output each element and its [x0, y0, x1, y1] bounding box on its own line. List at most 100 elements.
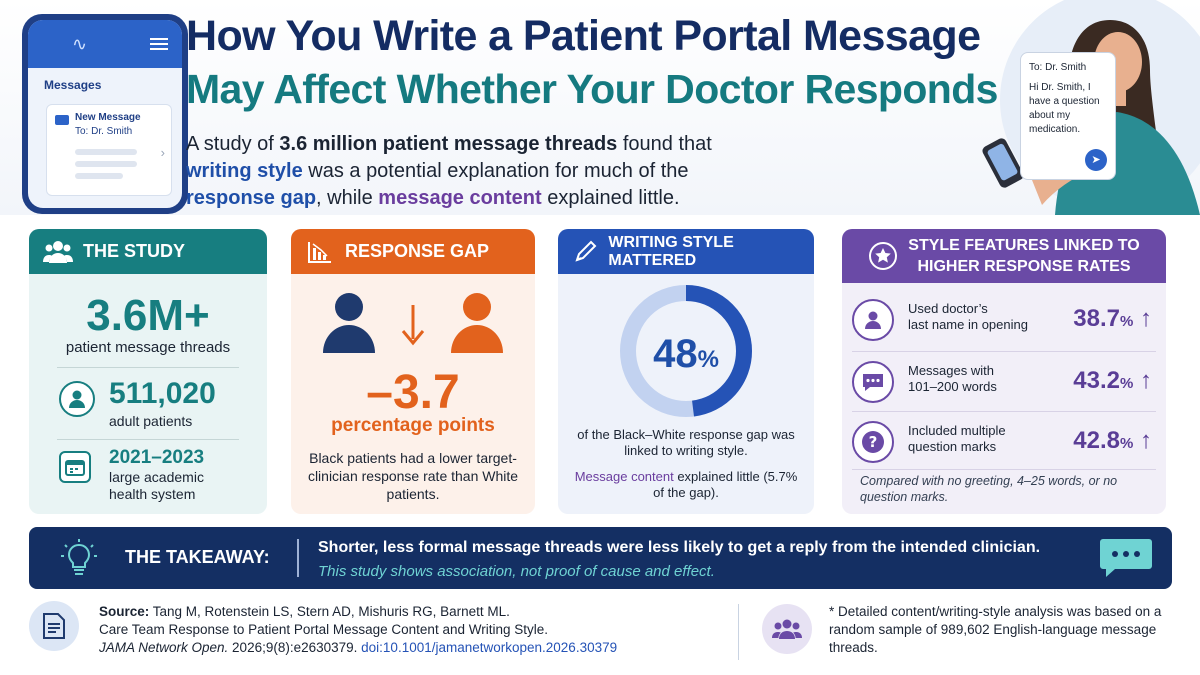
phone-illustration: ∿ Messages New Message To: Dr. Smith ›	[22, 14, 188, 214]
feature-value-number: 43.2	[1073, 367, 1120, 394]
years-label-1: large academic	[109, 469, 204, 485]
feature-label: Used doctor’s last name in opening	[908, 301, 1028, 333]
page-title-line-2: May Affect Whether Your Doctor Responds	[186, 66, 998, 112]
menu-icon	[150, 38, 168, 50]
feature-value-unit: %	[1119, 435, 1134, 452]
lightbulb-icon	[61, 539, 97, 575]
speech-bubble-icon	[1100, 539, 1152, 577]
arrow-up-icon: ↑	[1140, 427, 1152, 454]
intro-text: A study of 3.6 million patient message t…	[186, 131, 886, 212]
style-percent: 48%	[558, 332, 814, 377]
takeaway-banner: THE TAKEAWAY: Shorter, less formal messa…	[29, 527, 1172, 589]
people-icon	[43, 237, 73, 267]
text-line	[75, 161, 137, 167]
source-title: Care Team Response to Patient Portal Mes…	[99, 622, 548, 637]
feature-label-line: question marks	[908, 439, 997, 454]
heartbeat-icon: ∿	[72, 33, 88, 54]
feature-row-question-marks: ? Included multiple question marks 42.8% …	[852, 413, 1156, 471]
intro-highlight-gap: response gap	[186, 187, 317, 209]
arrow-up-icon: ↑	[1140, 305, 1152, 332]
phone-screen: ∿ Messages New Message To: Dr. Smith ›	[28, 20, 182, 208]
feature-value: 42.8% ↑	[1073, 427, 1152, 455]
feature-value: 43.2% ↑	[1073, 367, 1152, 395]
takeaway-label: THE TAKEAWAY:	[125, 547, 270, 567]
feature-value-number: 42.8	[1073, 427, 1120, 454]
text-line	[75, 149, 137, 155]
divider	[57, 439, 239, 440]
person-icon	[852, 299, 894, 341]
intro-highlight-content: message content	[378, 187, 542, 209]
feature-row-word-count: Messages with 101–200 words 43.2% ↑	[852, 353, 1156, 411]
takeaway-main: Shorter, less formal message threads wer…	[318, 539, 1041, 556]
patient-icon	[59, 381, 95, 417]
divider	[852, 469, 1156, 470]
divider	[57, 367, 239, 368]
gap-unit: percentage points	[331, 415, 495, 436]
years-value: 2021–2023	[109, 447, 205, 468]
arrow-up-icon: ↑	[1140, 367, 1152, 394]
feature-row-last-name: Used doctor’s last name in opening 38.7% …	[852, 291, 1156, 349]
style-percent-sign: %	[697, 346, 719, 373]
divider	[738, 604, 739, 660]
style-note-highlight: Message content	[574, 469, 674, 484]
pencil-icon	[572, 237, 598, 267]
style-card-title: WRITING STYLE MATTERED	[608, 233, 734, 269]
sample-footnote: * Detailed content/writing-style analysi…	[829, 604, 1162, 655]
style-percent-number: 48	[653, 332, 698, 376]
svg-text:?: ?	[869, 433, 878, 451]
source-authors: Tang M, Rotenstein LS, Stern AD, Mishuri…	[149, 604, 510, 619]
envelope-icon	[55, 115, 69, 125]
gap-value: –3.7	[366, 366, 460, 419]
text-line	[75, 173, 123, 179]
bubble-body: Hi Dr. Smith, I have a question about my…	[1029, 82, 1100, 135]
phone-message-card: New Message To: Dr. Smith ›	[46, 104, 172, 196]
feature-value-unit: %	[1119, 313, 1134, 330]
study-card-header: THE STUDY	[29, 229, 267, 274]
intro-part: explained little.	[541, 187, 680, 209]
bubble-to: To: Dr. Smith	[1029, 62, 1087, 73]
chevron-right-icon: ›	[160, 145, 165, 160]
threads-label: patient message threads	[65, 339, 231, 356]
gap-card-title: RESPONSE GAP	[345, 241, 490, 261]
intro-part: was a potential explanation for much of …	[302, 160, 689, 182]
patients-label: adult patients	[109, 413, 193, 429]
study-card-title: THE STUDY	[83, 241, 186, 261]
style-description: of the Black–White response gap was link…	[577, 427, 795, 458]
chat-icon	[852, 361, 894, 403]
source-citation-detail: 2026;9(8):e2630379.	[228, 640, 362, 655]
style-note: Message content explained little (5.7% o…	[568, 469, 804, 501]
features-footnote: Compared with no greeting, 4–25 words, o…	[860, 474, 1118, 504]
source-citation: Source: Tang M, Rotenstein LS, Stern AD,…	[99, 603, 729, 657]
gap-description: Black patients had a lower target-clinic…	[307, 450, 519, 502]
feature-value-number: 38.7	[1073, 305, 1120, 332]
phone-messages-title: Messages	[44, 78, 102, 92]
phone-message-to: To: Dr. Smith	[75, 126, 133, 137]
features-card-header: STYLE FEATURES LINKED TO HIGHER RESPONSE…	[842, 229, 1166, 283]
features-card-title: STYLE FEATURES LINKED TO HIGHER RESPONSE…	[908, 235, 1139, 277]
intro-part: A study of	[186, 133, 280, 155]
source-doi-link[interactable]: doi:10.1001/jamanetworkopen.2026.30379	[361, 640, 618, 655]
divider	[852, 351, 1156, 352]
writing-style-card: WRITING STYLE MATTERED 48% of the Black–…	[558, 229, 814, 514]
intro-highlight-threads: 3.6 million patient message threads	[279, 133, 618, 155]
takeaway-sub: This study shows association, not proof …	[318, 563, 715, 580]
intro-part: , while	[316, 187, 379, 209]
style-note-rest: explained little (5.7% of the gap).	[653, 469, 798, 500]
question-icon: ?	[852, 421, 894, 463]
send-icon: ➤	[1085, 149, 1107, 171]
intro-part: found that	[617, 133, 712, 155]
star-icon	[868, 241, 898, 271]
feature-label-line: Used doctor’s	[908, 301, 988, 316]
features-title-line-2: HIGHER RESPONSE RATES	[917, 258, 1131, 275]
response-gap-card: RESPONSE GAP –3.7 percentage points Blac…	[291, 229, 535, 514]
features-title-line-1: STYLE FEATURES LINKED TO	[908, 237, 1140, 254]
donut-arc	[620, 285, 752, 417]
chat-bubble-illustration: To: Dr. Smith Hi Dr. Smith, I have a que…	[1020, 52, 1116, 180]
feature-value-unit: %	[1119, 375, 1134, 392]
bar-chart-down-icon	[305, 237, 335, 267]
patients-value: 511,020	[109, 377, 216, 410]
intro-highlight-style: writing style	[186, 160, 303, 182]
source-journal: JAMA Network Open.	[99, 640, 229, 655]
phone-app-bar: ∿	[28, 20, 182, 68]
divider	[852, 411, 1156, 412]
